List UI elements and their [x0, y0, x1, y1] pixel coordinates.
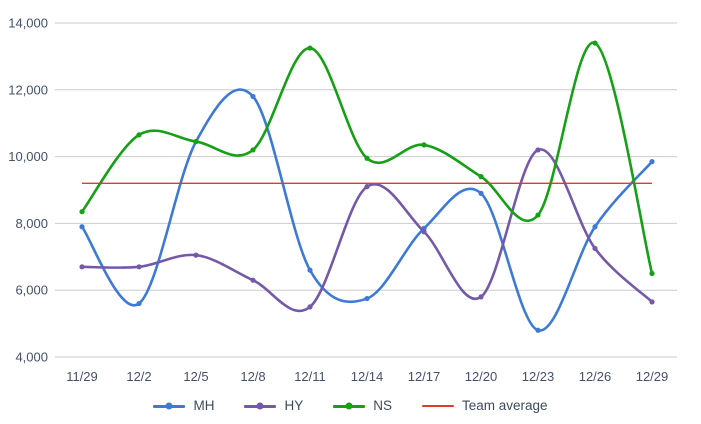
- data-point-marker-ns: [364, 155, 370, 161]
- data-point-marker-mh: [136, 300, 142, 307]
- data-point-marker-mh: [478, 190, 484, 196]
- legend-swatch-hy: [244, 402, 277, 410]
- legend-label-mh: MH: [193, 398, 215, 414]
- data-point-marker-mh: [364, 295, 370, 302]
- legend-item-ns: NS: [333, 399, 392, 413]
- data-point-marker-mh: [535, 327, 541, 333]
- x-axis-tick-label: 12/8: [240, 369, 265, 384]
- data-point-marker-ns: [535, 212, 541, 218]
- data-point-marker-ns: [79, 209, 85, 215]
- x-axis-tick-label: 12/17: [408, 369, 441, 384]
- data-point-marker-hy: [421, 229, 427, 235]
- data-point-marker-ns: [592, 40, 598, 46]
- data-point-marker-hy: [250, 277, 256, 283]
- data-point-marker-ns: [478, 174, 484, 180]
- data-point-marker-ns: [193, 138, 199, 145]
- legend-item-team-average: Team average: [421, 398, 548, 414]
- data-point-marker-ns: [136, 132, 142, 138]
- data-point-marker-hy: [136, 264, 142, 270]
- data-point-marker-mh: [250, 93, 256, 100]
- data-point-marker-hy: [307, 304, 313, 310]
- legend-swatch-mh: [153, 402, 186, 410]
- data-point-marker-ns: [250, 147, 256, 153]
- legend-label-team-average: Team average: [461, 398, 548, 414]
- y-axis-tick-label: 6,000: [15, 283, 48, 298]
- series-line-mh: [80, 88, 654, 332]
- legend-swatch-ns: [333, 402, 366, 410]
- legend-dot-icon: [256, 402, 264, 410]
- x-axis-tick-label: 12/29: [636, 369, 669, 384]
- data-point-marker-hy: [79, 264, 85, 270]
- legend-dot-icon: [345, 402, 353, 410]
- data-point-marker-hy: [364, 184, 370, 190]
- x-axis-tick-label: 12/14: [351, 369, 384, 384]
- legend-dot-icon: [165, 402, 173, 410]
- x-axis-tick-label: 12/11: [294, 369, 326, 384]
- y-axis-tick-label: 12,000: [8, 82, 48, 97]
- y-axis-tick-label: 8,000: [15, 216, 48, 231]
- data-point-marker-hy: [478, 294, 484, 300]
- data-point-marker-hy: [592, 245, 598, 252]
- x-axis-tick-label: 12/2: [126, 369, 151, 384]
- data-point-marker-mh: [649, 159, 655, 165]
- data-point-marker-mh: [79, 224, 85, 230]
- data-point-marker-hy: [193, 252, 199, 258]
- y-axis-tick-label: 4,000: [15, 350, 48, 365]
- x-axis-tick-label: 12/20: [465, 369, 498, 384]
- x-axis-tick-label: 12/5: [183, 369, 208, 384]
- data-point-marker-mh: [307, 267, 313, 273]
- data-point-marker-hy: [535, 147, 541, 153]
- y-axis-tick-label: 10,000: [8, 149, 48, 164]
- legend: MH HY NS Team average: [0, 394, 701, 418]
- legend-swatch-team-average: [421, 405, 454, 407]
- data-point-marker-mh: [592, 224, 598, 230]
- x-axis-tick-label: 12/23: [522, 369, 555, 384]
- legend-item-mh: MH: [153, 399, 214, 413]
- data-point-marker-ns: [649, 270, 655, 277]
- data-point-marker-ns: [307, 45, 313, 51]
- data-point-marker-ns: [421, 142, 427, 148]
- legend-label-ns: NS: [373, 398, 392, 414]
- x-axis-tick-label: 11/29: [66, 369, 98, 384]
- legend-label-hy: HY: [284, 398, 304, 414]
- data-point-marker-hy: [649, 299, 655, 305]
- legend-item-hy: HY: [244, 399, 303, 413]
- y-axis-tick-label: 14,000: [8, 16, 48, 31]
- x-axis-tick-label: 12/26: [579, 369, 612, 384]
